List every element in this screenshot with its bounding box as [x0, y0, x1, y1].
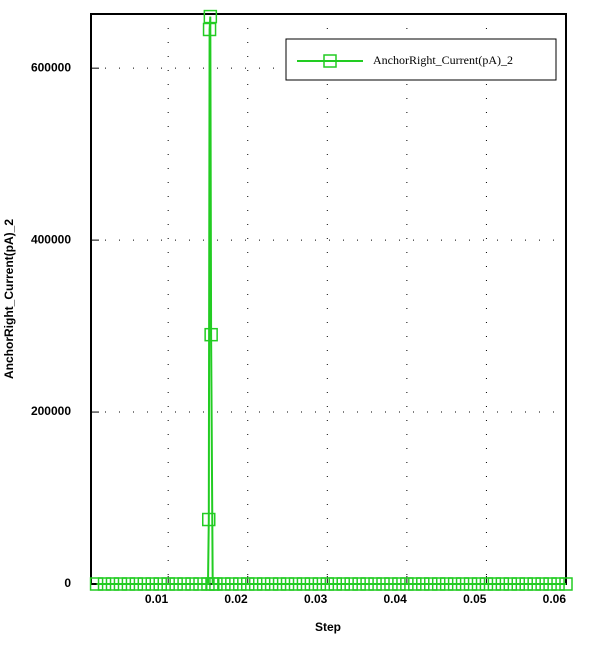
marker: [169, 577, 183, 591]
x-axis-label: Step: [315, 620, 341, 634]
marker: [256, 577, 271, 591]
marker: [272, 577, 287, 591]
x-tick-label: 0.05: [463, 592, 487, 606]
marker: [352, 577, 366, 591]
marker: [312, 577, 327, 591]
marker: [121, 577, 136, 591]
marker: [495, 577, 510, 591]
marker: [280, 577, 295, 591]
marker: [447, 577, 462, 591]
marker: [535, 577, 549, 591]
marker: [400, 577, 414, 591]
marker: [264, 577, 279, 591]
marker: [288, 577, 303, 591]
x-tick-label: 0.03: [304, 592, 328, 606]
legend-marker: [323, 54, 337, 68]
marker: [368, 577, 382, 591]
marker: [320, 577, 335, 591]
marker: [408, 577, 422, 591]
marker: [543, 577, 557, 591]
marker: [185, 577, 199, 591]
y-axis-label: AnchorRight_Current(pA)_2: [2, 219, 16, 379]
marker: [240, 577, 255, 591]
marker: [177, 577, 191, 591]
marker: [471, 577, 486, 591]
marker: [153, 577, 167, 591]
marker: [161, 577, 175, 591]
marker: [376, 577, 390, 591]
marker: [503, 577, 518, 591]
marker: [479, 577, 494, 591]
marker: [463, 577, 478, 591]
marker: [209, 577, 223, 591]
marker: [202, 22, 217, 37]
y-tick-label: 600000: [31, 60, 71, 74]
marker: [145, 577, 160, 591]
marker: [217, 577, 231, 591]
marker: [431, 577, 446, 591]
marker: [344, 577, 358, 591]
marker: [113, 577, 128, 591]
marker: [89, 577, 104, 591]
marker: [203, 9, 218, 24]
marker: [129, 577, 144, 591]
marker: [392, 577, 406, 591]
marker: [511, 577, 526, 591]
marker: [551, 577, 565, 591]
marker: [519, 577, 533, 591]
marker: [233, 577, 247, 591]
marker: [204, 327, 218, 342]
marker: [439, 577, 454, 591]
x-tick-label: 0.01: [145, 592, 169, 606]
x-tick-label: 0.04: [384, 592, 408, 606]
marker: [336, 577, 350, 591]
marker: [105, 577, 120, 591]
legend-box: [285, 38, 557, 81]
marker: [455, 577, 470, 591]
marker: [225, 577, 239, 591]
marker: [360, 577, 374, 591]
marker: [137, 577, 152, 591]
marker: [384, 577, 398, 591]
y-tick-label: 200000: [31, 404, 71, 418]
marker: [97, 577, 112, 591]
marker: [527, 577, 541, 591]
marker: [328, 577, 343, 591]
marker: [304, 577, 319, 591]
y-tick-label: 0: [64, 576, 71, 590]
marker: [202, 512, 216, 527]
x-tick-label: 0.06: [543, 592, 567, 606]
marker: [248, 577, 263, 591]
x-tick-label: 0.02: [224, 592, 248, 606]
marker: [423, 577, 438, 591]
y-tick-label: 400000: [31, 232, 71, 246]
legend-label: AnchorRight_Current(pA)_2: [373, 53, 513, 67]
marker: [416, 577, 430, 591]
marker: [559, 577, 573, 591]
marker: [296, 577, 311, 591]
marker: [487, 577, 502, 591]
